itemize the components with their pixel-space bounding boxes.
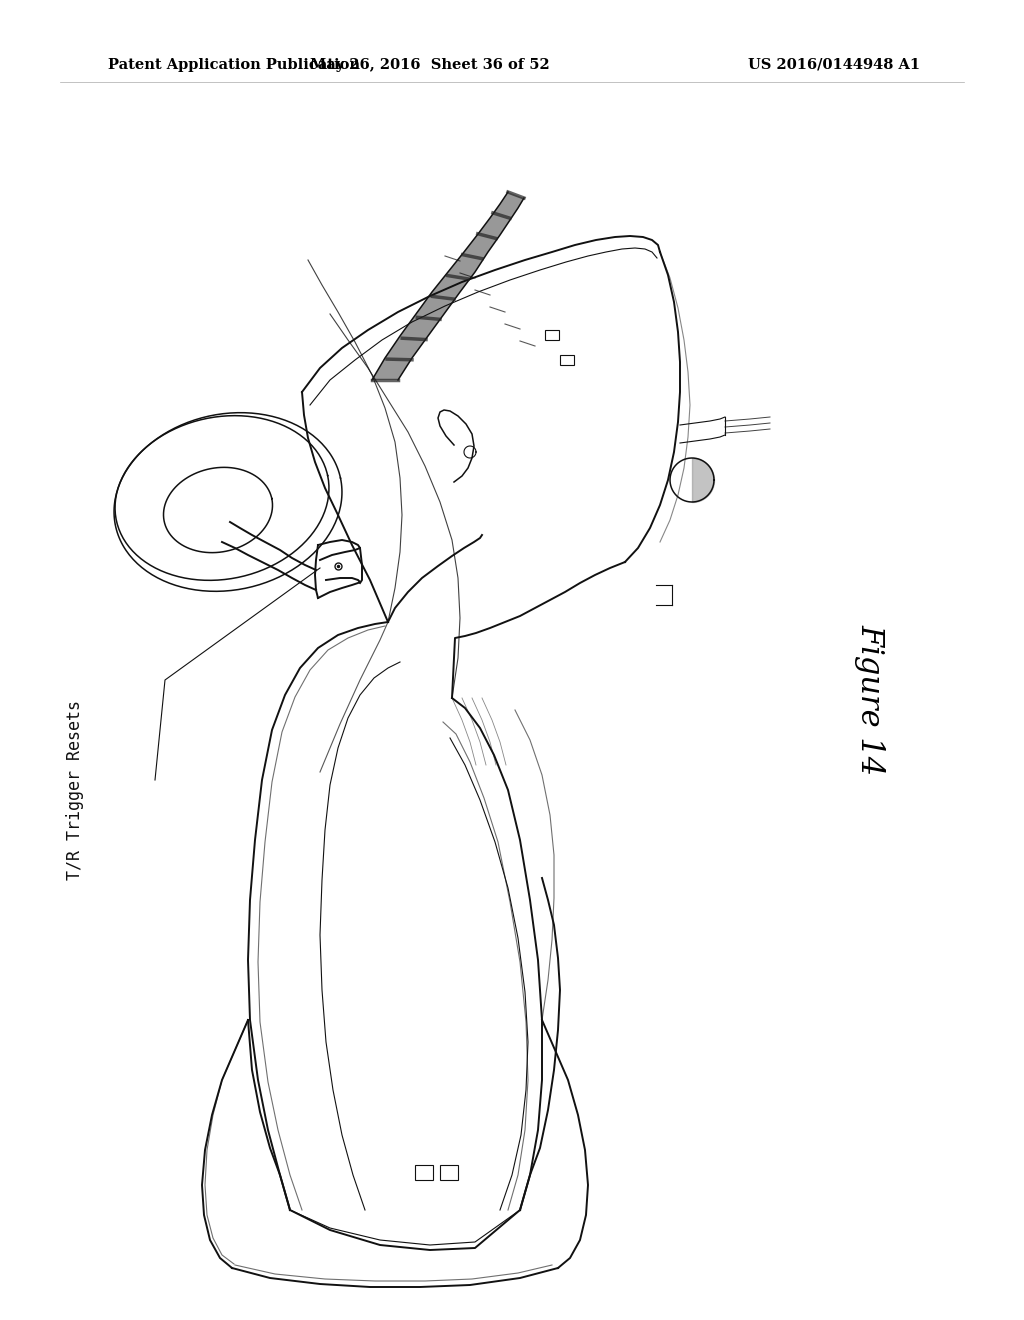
Text: US 2016/0144948 A1: US 2016/0144948 A1 — [748, 58, 920, 73]
Text: Patent Application Publication: Patent Application Publication — [108, 58, 360, 73]
Text: T/R Trigger Resets: T/R Trigger Resets — [66, 700, 84, 880]
Bar — [440, 1166, 458, 1180]
Text: Figure 14: Figure 14 — [854, 624, 886, 776]
Bar — [545, 330, 559, 341]
Polygon shape — [372, 191, 524, 380]
Text: May 26, 2016  Sheet 36 of 52: May 26, 2016 Sheet 36 of 52 — [310, 58, 550, 73]
Bar — [560, 355, 574, 366]
Bar — [415, 1166, 433, 1180]
